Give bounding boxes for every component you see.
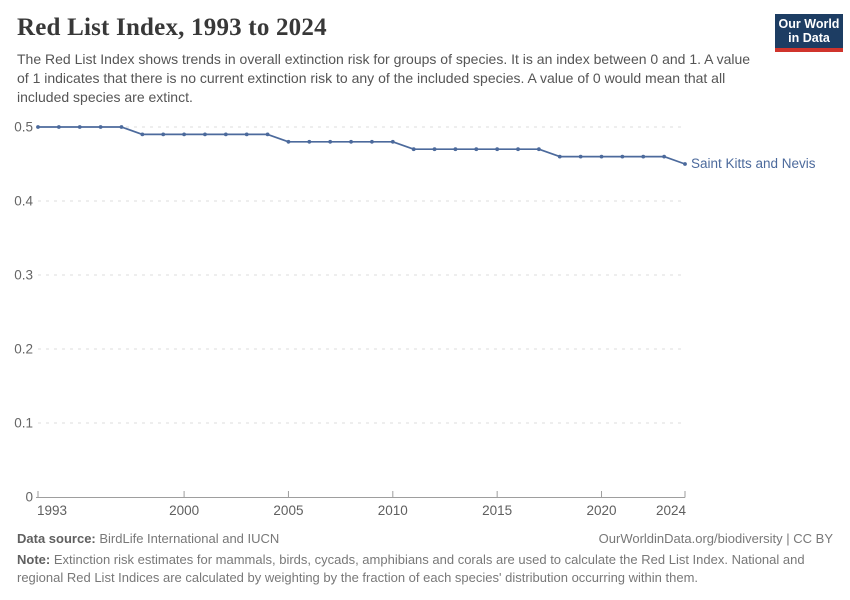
y-tick-label: 0.3 (14, 268, 33, 283)
data-point-2009 (370, 139, 374, 144)
data-point-2013 (453, 147, 458, 152)
data-point-2006 (307, 139, 312, 144)
data-point-2016 (516, 147, 520, 152)
data-point-2014 (474, 147, 479, 152)
x-tick-label-2010: 2010 (378, 503, 408, 518)
data-point-2010 (390, 139, 395, 144)
x-tick-label-2015: 2015 (482, 503, 512, 518)
chart-subtitle: The Red List Index shows trends in overa… (17, 51, 751, 105)
data-source-label: Data source: (17, 531, 96, 546)
note-text: Extinction risk estimates for mammals, b… (17, 552, 805, 586)
data-point-1999 (161, 132, 166, 137)
data-point-2019 (578, 154, 583, 159)
data-point-2015 (495, 147, 500, 152)
data-point-2003 (244, 132, 249, 137)
series-label-saint-kitts-and-nevis[interactable]: Saint Kitts and Nevis (691, 156, 816, 171)
data-source-text: BirdLife International and IUCN (95, 531, 280, 546)
data-point-2011 (411, 147, 416, 152)
data-point-2007 (328, 139, 333, 144)
data-point-1993 (36, 125, 40, 129)
data-line-saint-kitts-and-nevis (37, 126, 686, 165)
note-label: Note: (17, 552, 51, 567)
data-point-2024 (683, 162, 687, 166)
page-title: Red List Index, 1993 to 2024 (17, 14, 327, 41)
data-point-2022 (641, 154, 646, 159)
data-point-2021 (620, 154, 625, 159)
data-point-2008 (349, 139, 353, 144)
y-tick-label: 0.4 (14, 194, 33, 209)
data-point-2004 (265, 132, 270, 137)
data-point-2023 (662, 154, 667, 159)
x-tick-label-1993: 1993 (37, 503, 67, 518)
data-point-2018 (557, 154, 562, 159)
owid-logo-line1: Our World (778, 17, 840, 31)
chart-footer: Data source: BirdLife International and … (17, 531, 833, 588)
data-point-1995 (77, 125, 82, 129)
x-tick-label-2000: 2000 (169, 503, 199, 518)
owid-logo[interactable]: Our World in Data (775, 14, 843, 52)
line-chart: 0 0.1 0.2 0.3 0.4 0.5 1993 2000 2005 2010 2015 2020… (14, 120, 687, 518)
y-tick-label: 0.1 (14, 416, 33, 431)
data-point-2017 (537, 147, 541, 152)
data-point-1994 (56, 125, 61, 129)
data-point-1997 (119, 125, 124, 129)
data-point-1998 (140, 132, 145, 137)
owid-logo-line2: in Data (788, 31, 830, 45)
owid-license-link[interactable]: OurWorldinData.org/biodiversity | CC BY (598, 531, 833, 546)
data-point-2001 (203, 132, 207, 137)
owid-logo-stripe (775, 48, 843, 52)
x-tick-label-2024: 2024 (656, 503, 687, 518)
data-source-line: Data source: BirdLife International and … (17, 531, 279, 546)
y-tick-label: 0.2 (14, 342, 33, 357)
data-point-2005 (286, 139, 291, 144)
data-point-2012 (432, 147, 437, 152)
data-point-1996 (98, 125, 103, 129)
y-tick-label: 0.5 (14, 120, 33, 135)
data-point-2020 (599, 154, 604, 159)
x-tick-label-2005: 2005 (273, 503, 303, 518)
chart-note: Note: Extinction risk estimates for mamm… (17, 551, 807, 588)
data-point-2002 (223, 132, 228, 137)
y-tick-label: 0 (25, 490, 33, 505)
data-point-2000 (182, 132, 186, 137)
x-tick-label-2020: 2020 (586, 503, 616, 518)
